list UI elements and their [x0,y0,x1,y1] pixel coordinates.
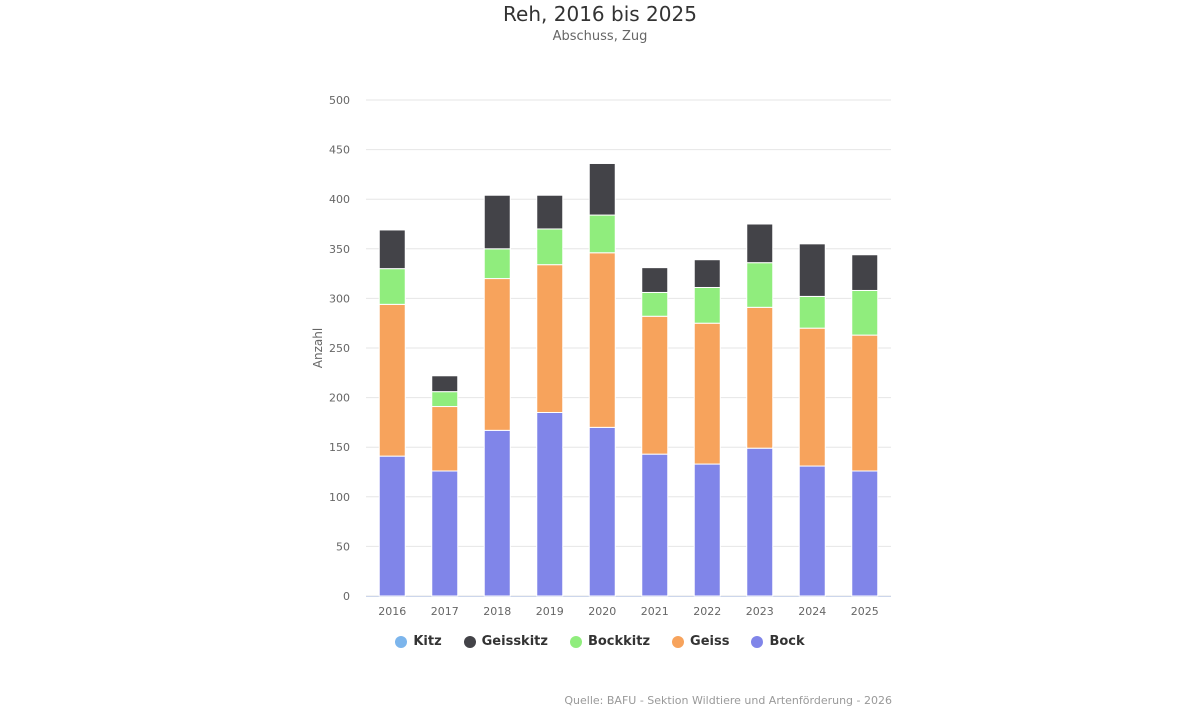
bar-segment [641,453,669,597]
x-tick-label: 2016 [378,605,406,618]
bar-segment [536,194,564,230]
legend-label: Geiss [690,634,730,649]
bar-segment [378,268,406,305]
y-tick-label: 400 [329,193,350,206]
bar-segment [431,406,459,472]
bar-segment [431,375,459,393]
y-tick-label: 50 [336,540,350,553]
x-tick-label: 2024 [798,605,826,618]
x-tick-label: 2023 [746,605,774,618]
legend-item[interactable]: Geiss [672,634,729,649]
bar-segment [588,162,616,216]
bar-segment [693,259,721,288]
x-tick-label: 2021 [641,605,669,618]
bar-segment [693,463,721,597]
y-tick-label: 0 [343,590,350,603]
bar-segment [746,223,774,264]
x-tick-label: 2018 [483,605,511,618]
bar-segment [483,194,511,250]
chart-legend: Kitz Geisskitz Bockkitz Geiss Bock [0,634,1200,649]
bar-segment [431,391,459,408]
y-tick-label: 500 [329,94,350,107]
bar-segment [483,429,511,597]
y-tick-label: 200 [329,392,350,405]
legend-item[interactable]: Kitz [395,634,442,649]
bar-segment [746,447,774,597]
x-tick-label: 2017 [431,605,459,618]
bar-segment [483,248,511,280]
bar-segment [798,327,826,467]
bar-segment [378,229,406,270]
bar-segment [851,334,879,472]
y-tick-label: 100 [329,491,350,504]
legend-label: Geisskitz [481,634,548,649]
legend-marker-icon [463,635,476,648]
x-tick-label: 2020 [588,605,616,618]
bar-segment [693,286,721,324]
bar-segment [536,264,564,413]
bar-segment [378,303,406,457]
bar-segment [588,426,616,597]
legend-item[interactable]: Bock [751,634,805,649]
legend-label: Bock [769,634,805,649]
y-axis-label: Anzahl [311,328,325,368]
bar-segment [746,262,774,308]
chart-subtitle: Abschuss, Zug [552,29,648,44]
bar-segment [536,228,564,266]
y-tick-label: 150 [329,441,350,454]
x-tick-label: 2022 [693,605,721,618]
bar-segment [746,306,774,449]
bar-segment [693,322,721,465]
chart-plot: 0 50 100 150 200 250 300 350 400 450 500 Anzahl 2016… [311,94,891,618]
bar-segment [798,465,826,597]
y-tick-label: 350 [329,243,350,256]
x-tick-label: 2019 [536,605,564,618]
bar-segment [851,254,879,291]
x-tick-label: 2025 [851,605,879,618]
bar-segment [798,243,826,297]
legend-marker-icon [672,635,685,648]
bar-segment [641,315,669,455]
bar-segment [588,214,616,254]
bar-segment [588,252,616,428]
legend-label: Bockkitz [587,634,651,649]
y-tick-label: 250 [329,342,350,355]
bar-segment [641,267,669,293]
legend-marker-icon [569,635,582,648]
bar-segment [798,295,826,329]
legend-label: Kitz [413,634,442,649]
bar-segment [641,291,669,317]
bar-segment [536,411,564,597]
chart-title: Reh, 2016 bis 2025 [503,2,697,26]
legend-item[interactable]: Bockkitz [569,634,651,649]
bar-segment [431,470,459,597]
bar-segment [378,455,406,597]
y-tick-label: 450 [329,144,350,157]
legend-marker-icon [751,635,764,648]
legend-item[interactable]: Geisskitz [463,634,548,649]
y-tick-label: 300 [329,292,350,305]
source-credit[interactable]: Quelle: BAFU - Sektion Wildtiere und Art… [564,694,892,707]
bar-segment [851,289,879,336]
bar-segment [483,278,511,431]
legend-marker-icon [395,635,408,648]
bar-segment [851,470,879,597]
